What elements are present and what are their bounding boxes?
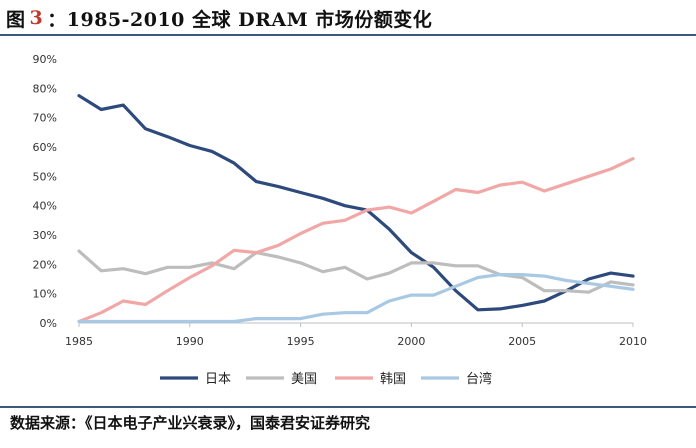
- x-tick-label: 1990: [176, 335, 204, 348]
- legend-label: 韩国: [380, 372, 406, 387]
- chart-title: 图 3 ：1985-2010 全球 DRAM 市场份额变化: [6, 4, 690, 32]
- series-line-0: [77, 94, 635, 312]
- x-tick-label: 1985: [65, 335, 93, 348]
- series-line-3: [77, 273, 635, 324]
- source-note: 数据来源：《日本电子产业兴衰录》，国泰君安证券研究: [10, 414, 371, 432]
- y-tick-label: 90%: [33, 53, 57, 66]
- title-divider: [0, 34, 696, 36]
- x-tick-label: 2010: [619, 335, 647, 348]
- y-tick-label: 20%: [33, 258, 57, 271]
- series-line-2: [77, 157, 635, 324]
- source-divider: [0, 406, 696, 408]
- y-tick-label: 80%: [33, 82, 57, 95]
- x-tick-label: 1995: [287, 335, 315, 348]
- y-tick-label: 40%: [33, 200, 57, 213]
- line-chart: 0% 10% 20% 30% 40% 50% 60% 70% 80% 90% 1985 1990 199…: [33, 53, 647, 387]
- y-tick-label: 10%: [33, 288, 57, 301]
- legend-label: 美国: [291, 372, 317, 387]
- y-tick-label: 50%: [33, 170, 57, 183]
- y-tick-label: 70%: [33, 112, 57, 125]
- legend-label: 日本: [205, 372, 231, 387]
- figure-title: ：1985-2010 全球 DRAM 市场份额变化: [47, 8, 433, 31]
- y-tick-label: 30%: [33, 229, 57, 242]
- figure-number: 3: [29, 7, 44, 29]
- x-tick-label: 2000: [397, 335, 425, 348]
- x-tick-label: 2005: [508, 335, 536, 348]
- y-tick-label: 0%: [40, 317, 57, 330]
- series-line-1: [77, 249, 635, 294]
- y-tick-label: 60%: [33, 141, 57, 154]
- legend-label: 台湾: [466, 371, 492, 387]
- figure-label: 图: [6, 8, 26, 31]
